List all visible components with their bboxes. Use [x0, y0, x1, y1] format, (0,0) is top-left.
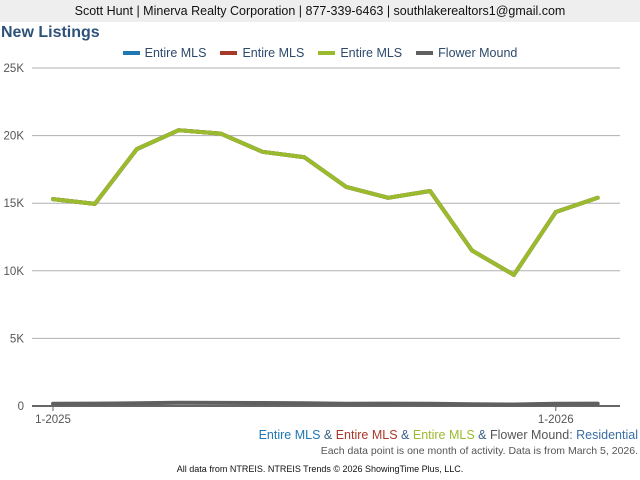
legend-item[interactable]: Entire MLS	[220, 46, 304, 60]
caption-part: &	[320, 428, 336, 442]
legend-item[interactable]: Entire MLS	[122, 46, 207, 60]
footer-attribution: All data from NTREIS. NTREIS Trends © 20…	[176, 464, 464, 474]
x-tick-label: 1-2026	[538, 414, 574, 426]
legend-swatch-icon	[220, 51, 238, 55]
legend-swatch-icon	[122, 51, 140, 55]
contact-header: Scott Hunt | Minerva Realty Corporation …	[0, 0, 640, 22]
caption-part: Flower Mound	[490, 428, 570, 442]
caption-part: &	[474, 428, 490, 442]
series-line[interactable]	[51, 128, 600, 277]
y-tick-label: 0	[18, 401, 24, 413]
y-tick-label: 20K	[4, 131, 25, 143]
data-note: Each data point is one month of activity…	[320, 445, 638, 457]
chart-title: New Listings	[1, 24, 100, 41]
caption-part: : Residential	[569, 428, 638, 442]
y-tick-label: 15K	[4, 198, 25, 210]
legend-label: Entire MLS	[144, 46, 207, 60]
y-tick-label: 5K	[10, 333, 24, 345]
chart-legend: Entire MLS Entire MLS Entire MLS Flower Mou…	[0, 46, 640, 60]
legend-label: Flower Mound	[438, 46, 518, 60]
caption-part: Entire MLS	[412, 428, 475, 442]
caption-part: Entire MLS	[335, 428, 398, 442]
series-caption: Entire MLS & Entire MLS & Entire MLS & F…	[259, 428, 638, 442]
caption-part: &	[397, 428, 413, 442]
line-chart: 0 5K 10K 15K 20K 25K 1-2025 1-2026	[4, 63, 620, 426]
series-line[interactable]	[51, 400, 600, 407]
contact-text: Scott Hunt | Minerva Realty Corporation …	[74, 4, 566, 18]
legend-label: Entire MLS	[340, 46, 403, 60]
y-tick-label: 10K	[4, 266, 25, 278]
legend-swatch-icon	[318, 51, 336, 55]
caption-part: Entire MLS	[258, 428, 321, 442]
legend-item[interactable]: Entire MLS	[318, 46, 402, 60]
legend-label: Entire MLS	[242, 46, 305, 60]
y-tick-label: 25K	[4, 63, 25, 75]
legend-item[interactable]: Flower Mound	[416, 46, 517, 60]
x-tick-label: 1-2025	[35, 414, 71, 426]
legend-swatch-icon	[416, 51, 434, 55]
